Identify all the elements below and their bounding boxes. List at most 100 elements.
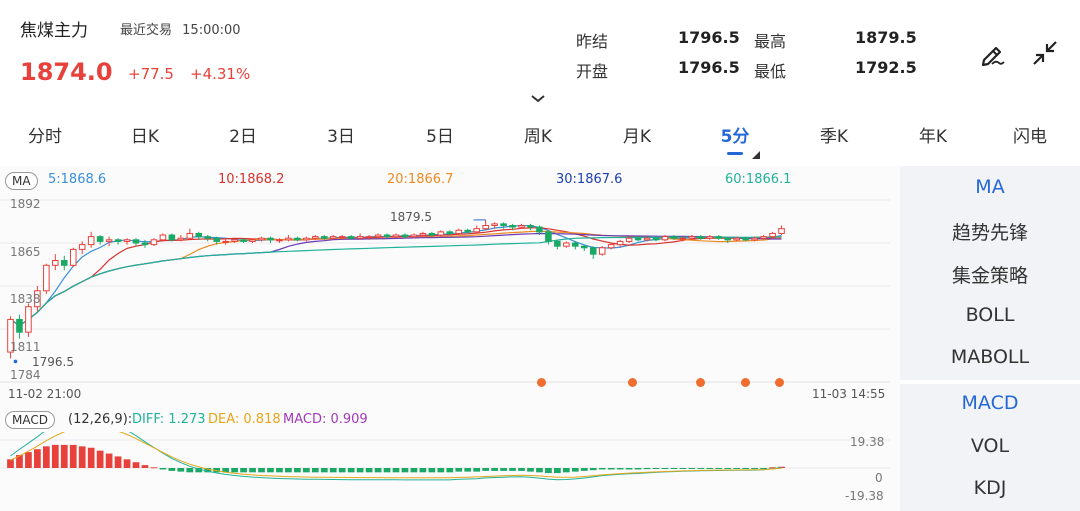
candle-up [778,228,785,234]
macd-bar-positive [123,459,131,468]
candle-up [491,223,498,226]
macd-bar-negative [706,468,714,469]
indicator-maboll[interactable]: MABOLL [950,346,1030,368]
event-dot[interactable] [696,378,705,387]
ma5-value: 5:1868.6 [48,172,107,187]
tab-5-day[interactable]: 5日 [426,127,454,147]
candle-down [204,236,212,239]
macd-bar-negative [589,468,597,471]
tab-2-day[interactable]: 2日 [229,127,257,147]
pen-icon[interactable] [978,38,1008,68]
candle-up [625,237,633,242]
candle-up [437,231,445,236]
candle-down [267,237,274,241]
macd-bar-negative [186,468,194,473]
tab-day-k[interactable]: 日K [130,127,160,147]
candle-down [347,236,355,239]
macd-bar-negative [491,468,498,471]
chart-area[interactable] [0,166,900,511]
tab-month-k[interactable]: 月K [622,127,652,147]
candle-up [769,232,776,238]
macd-chart[interactable] [0,432,900,502]
open-label: 开盘 [576,62,609,81]
macd-y-zero: 0 [875,471,883,485]
tab-fenshi[interactable]: 分时 [28,127,62,147]
candle-up [365,236,373,239]
low-value: 1792.5 [855,58,917,77]
macd-bar-negative [294,468,301,473]
candle-down [294,237,301,241]
macd-bar-negative [258,468,265,473]
event-dot[interactable] [741,378,750,387]
macd-bar-negative [204,468,212,473]
y-tick-1811: 1811 [10,340,41,354]
candle-up [374,234,382,238]
indicator-gold-strategy[interactable]: 集金策略 [951,265,1028,287]
tab-year-k[interactable]: 年K [918,127,948,147]
macd-bar-positive [16,454,23,468]
candle-up [303,237,310,241]
macd-bar-negative [329,468,337,473]
low-label: 最低 [754,62,787,81]
candle-up [410,234,418,238]
indicator-vol[interactable]: VOL [970,435,1010,457]
macd-bar-negative [607,468,615,470]
macd-bar-negative [311,468,319,473]
indicator-ma[interactable]: MA [975,176,1005,198]
candle-up [249,239,256,242]
event-dot[interactable] [775,378,784,387]
high-value: 1879.5 [855,28,917,47]
macd-bar-negative [742,468,750,469]
macd-macd-value: MACD: 0.909 [283,412,368,427]
candle-up [688,236,696,239]
macd-params: (12,26,9): [68,412,133,427]
candle-down [724,237,732,241]
macd-bar-negative [213,468,221,473]
candle-up [222,240,229,243]
macd-bar-negative [392,468,400,473]
candle-up [661,236,669,241]
event-dot[interactable] [628,378,637,387]
macd-bar-negative [527,468,534,472]
indicator-boll[interactable]: BOLL [965,304,1015,326]
candle-down [697,236,705,239]
indicator-macd[interactable]: MACD [961,392,1019,414]
macd-bar-negative [455,468,463,472]
macd-indicator-tag[interactable]: MACD [5,411,55,429]
indicator-kdj[interactable]: KDJ [973,477,1007,499]
y-tick-1892: 1892 [10,197,41,211]
candle-down [580,245,588,249]
chevron-down-icon[interactable] [530,88,546,107]
macd-bar-negative [554,468,561,474]
candle-down [589,247,597,255]
tab-week-k[interactable]: 周K [523,127,553,147]
tab-5-min[interactable]: 5分 [720,127,750,147]
macd-bar-negative [751,468,758,469]
price-change: +77.5 [128,65,174,83]
candle-up [706,236,714,239]
tab-3-day[interactable]: 3日 [327,127,355,147]
macd-bar-negative [616,468,624,470]
ma-indicator-tag[interactable]: MA [5,172,38,190]
macd-bar-negative [374,468,382,473]
macd-bar-positive [25,452,32,468]
macd-bar-negative [159,468,167,470]
macd-bar-positive [78,446,86,468]
candle-up [356,236,364,239]
kline-chart[interactable] [0,190,900,400]
corner-triangle-icon[interactable] [752,144,760,163]
prev-settle-label: 昨结 [576,32,609,51]
candle-up [186,232,194,239]
tab-season-k[interactable]: 季K [819,127,849,147]
last-price: 1874.0 [20,58,113,86]
macd-bar-negative [598,468,606,470]
macd-bar-negative [231,468,238,473]
event-dot[interactable] [537,378,546,387]
macd-bar-positive [96,450,104,468]
indicator-trend-pioneer[interactable]: 趋势先锋 [951,222,1028,244]
tab-flash[interactable]: 闪电 [1013,127,1047,147]
shrink-arrows-icon[interactable] [1030,38,1060,68]
macd-bar-positive [141,465,149,468]
candle-up [329,236,337,239]
macd-bar-negative [545,468,552,474]
